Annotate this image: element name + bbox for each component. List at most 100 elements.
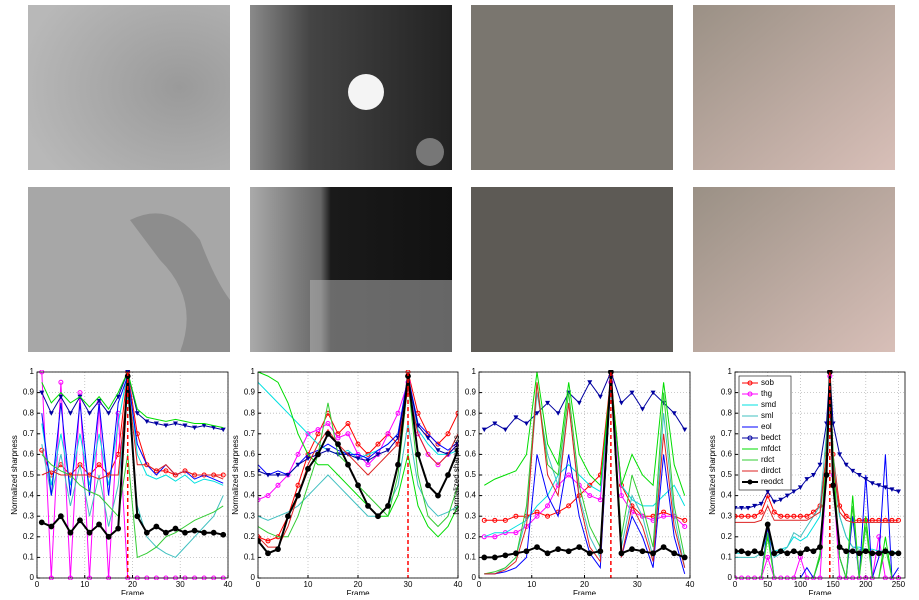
x-tick-label: 40 [686,580,695,589]
y-tick-label: 0.1 [23,553,35,562]
figure: 0 0.1 0.2 0.3 0.4 0.5 0.6 0.7 0.8 0.9 10 10 20 30 40 Fr… [0,0,919,595]
y-axis-label: Normalized sharpness [708,435,717,515]
legend-label: eol [761,422,772,431]
x-tick-label: 10 [527,580,536,589]
legend-label: rdct [761,455,775,464]
y-tick-label: 0.2 [244,532,256,541]
y-tick-label: 0.8 [721,408,733,417]
point [386,504,391,509]
point [857,551,862,556]
y-tick-label: 1 [30,367,35,376]
point [524,549,529,554]
y-tick-label: 1 [251,367,256,376]
x-tick-label: 0 [256,580,261,589]
x-tick-label: 30 [633,580,642,589]
x-tick-label: 200 [859,580,873,589]
point [87,530,92,535]
point [306,466,311,471]
point [446,473,451,478]
y-tick-label: 0.9 [721,388,733,397]
point [535,545,540,550]
photo-highlight [348,74,384,110]
x-tick-label: 40 [454,580,463,589]
x-tick-label: 20 [128,580,137,589]
x-axis-label: Frame [808,589,832,595]
y-tick-label: 0.3 [244,511,256,520]
legend: sobthgsmdsmleolbedctmfdctrdctdirdctreodc… [739,376,791,490]
point [587,551,592,556]
point [173,526,178,531]
legend-label: bedct [761,433,781,442]
point [286,514,291,519]
photo [471,187,673,352]
point [818,545,823,550]
point [503,553,508,558]
point [661,545,666,550]
point [296,493,301,498]
photo [471,5,673,170]
y-tick-label: 0.2 [23,532,35,541]
legend-label: sob [761,378,774,387]
x-axis-label: Frame [121,589,145,595]
point [68,530,73,535]
y-tick-label: 0.3 [721,511,733,520]
x-tick-label: 150 [826,580,840,589]
point [164,530,169,535]
point [192,528,197,533]
point [39,520,44,525]
point [116,526,121,531]
y-tick-label: 0.4 [465,491,477,500]
x-tick-label: 250 [892,580,906,589]
x-tick-label: 10 [80,580,89,589]
photo [693,187,895,352]
legend-marker [748,480,752,484]
photo-highlight [416,138,444,166]
point [752,549,757,554]
legend-label: smd [761,400,776,409]
point [831,483,836,488]
y-tick-label: 0.3 [23,511,35,520]
point [482,555,487,560]
point [630,547,635,552]
y-tick-label: 0.4 [23,491,35,500]
y-tick-label: 0.6 [465,450,477,459]
point [890,551,895,556]
y-tick-label: 0.5 [23,470,35,479]
legend-label: sml [761,411,774,420]
y-tick-label: 0.6 [721,450,733,459]
point [577,545,582,550]
point [876,551,881,556]
y-tick-label: 0.5 [721,470,733,479]
point [426,483,431,488]
chart: 00.10.20.30.40.50.60.70.80.91010203040Fr… [452,367,695,595]
point [78,518,83,523]
x-tick-label: 10 [304,580,313,589]
y-axis-label: Normalized sharpness [452,435,461,515]
y-tick-label: 0.6 [23,450,35,459]
point [811,549,816,554]
point [514,551,519,556]
y-tick-label: 0.7 [465,429,477,438]
point [346,462,351,467]
point [805,547,810,552]
point [640,549,645,554]
y-tick-label: 0.8 [23,408,35,417]
photo [693,5,895,170]
x-axis-label: Frame [346,589,370,595]
photos [28,5,895,352]
point [144,530,149,535]
y-tick-label: 0.8 [244,408,256,417]
y-tick-label: 0.5 [244,470,256,479]
y-tick-label: 0.7 [721,429,733,438]
point [183,530,188,535]
point [850,549,855,554]
point [566,549,571,554]
x-axis-label: Frame [573,589,597,595]
point [556,547,561,552]
point [772,551,777,556]
chart: 00.10.20.30.40.50.60.70.80.9105010015020… [708,367,906,595]
point [202,530,207,535]
point [746,551,751,556]
point [221,532,226,537]
point [798,551,803,556]
